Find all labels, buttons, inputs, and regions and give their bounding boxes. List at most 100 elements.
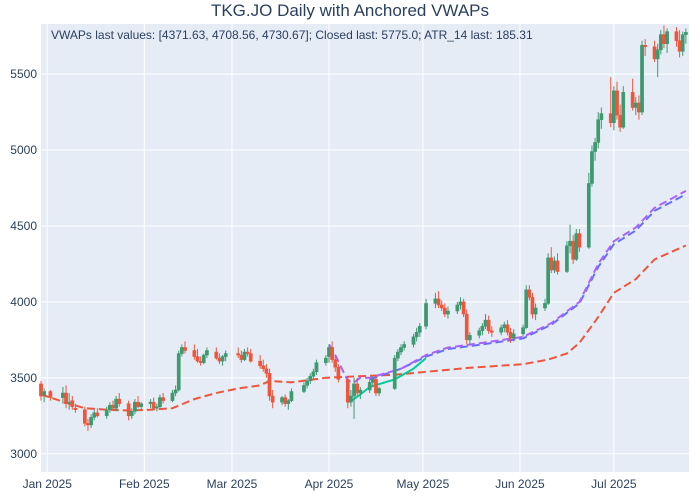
candle-body [352, 383, 356, 397]
candle [630, 78, 635, 111]
candle-body [680, 34, 685, 52]
x-tick-label: May 2025 [397, 477, 450, 491]
candle [261, 359, 266, 372]
candle-body [417, 325, 422, 333]
candle-body [468, 335, 472, 341]
candle-body [533, 307, 538, 315]
candle-body [633, 102, 638, 108]
candle [414, 327, 419, 342]
candle-body [458, 301, 463, 306]
candle [599, 107, 604, 129]
candle [367, 379, 372, 394]
candle-body [67, 401, 72, 404]
candle [590, 145, 594, 187]
candle-body [355, 383, 360, 394]
x-tick-label: Jan 2025 [23, 477, 73, 491]
candle [201, 353, 206, 365]
candle-body [117, 398, 122, 404]
candle [129, 408, 134, 419]
candle-body [502, 324, 507, 328]
candle [439, 300, 444, 312]
candle [374, 374, 378, 397]
y-tick-label: 4000 [10, 295, 37, 309]
candle [399, 344, 403, 356]
candle-body [489, 330, 494, 333]
candle [330, 341, 334, 363]
candle [245, 347, 250, 357]
candle-body [336, 366, 341, 380]
x-tick-label: Mar 2025 [207, 477, 258, 491]
candle [586, 172, 591, 249]
candle-body [530, 297, 535, 315]
candle [358, 386, 363, 400]
candle-body [446, 310, 450, 315]
candle-body [258, 360, 262, 366]
candle-body [64, 392, 68, 404]
candle-body [396, 351, 400, 359]
candle-body [433, 298, 438, 304]
candle [565, 241, 569, 274]
candle [311, 368, 316, 380]
candle-body [151, 401, 156, 409]
candle [355, 377, 360, 397]
candle-body [248, 353, 253, 362]
candle [543, 298, 547, 312]
candle [489, 326, 494, 337]
candle-body [630, 92, 635, 108]
candle [546, 253, 550, 305]
candle-body [565, 245, 569, 272]
candle [392, 355, 397, 390]
candle-body [136, 401, 140, 407]
candle [477, 327, 482, 339]
y-tick-label: 3500 [10, 371, 37, 385]
candle-body [70, 400, 75, 407]
candle-body [377, 388, 381, 394]
candle [270, 389, 275, 409]
candle [39, 380, 43, 401]
candle-body [161, 397, 165, 401]
candle-body [261, 365, 266, 369]
candle-body [684, 32, 688, 35]
candle [655, 43, 660, 78]
candle-body [615, 90, 619, 116]
candle-body [61, 392, 65, 398]
candle [104, 406, 109, 419]
candle [289, 388, 294, 403]
x-tick-label: Jul 2025 [591, 477, 637, 491]
candle [674, 27, 679, 47]
candle [151, 397, 156, 410]
x-axis: Jan 2025 Feb 2025 Mar 2025 Apr 2025 May 2025… [23, 477, 637, 491]
candle [248, 348, 253, 363]
y-axis: 3000 3500 4000 4500 5000 5500 [10, 67, 37, 461]
candle-body [399, 347, 403, 353]
candle-body [39, 383, 43, 397]
candle-body [461, 301, 466, 315]
candle-body [411, 336, 416, 345]
plot-background [41, 24, 689, 472]
candle-body [574, 233, 579, 260]
candle-body [170, 392, 175, 401]
candle [530, 292, 535, 319]
candle [336, 364, 341, 383]
candle [349, 389, 353, 407]
candle-body [139, 403, 144, 407]
candle-body [264, 368, 269, 374]
candle-body [483, 319, 488, 327]
x-tick-label: Jun 2025 [495, 477, 545, 491]
candle [267, 368, 272, 401]
candle-body [643, 45, 648, 48]
candle [527, 285, 532, 301]
candle-body [214, 351, 219, 359]
candle [126, 400, 131, 421]
candle-body [133, 401, 137, 412]
candle-body [568, 240, 572, 246]
stats-annotation: VWAPs last values: [4371.63, 4708.56, 47… [51, 28, 533, 42]
candle [455, 301, 460, 315]
candle-body [89, 417, 93, 426]
candle-body [464, 313, 469, 341]
candle-body [308, 376, 313, 382]
vwap-line [328, 190, 687, 384]
candle [621, 86, 626, 129]
candle-body [267, 373, 272, 397]
